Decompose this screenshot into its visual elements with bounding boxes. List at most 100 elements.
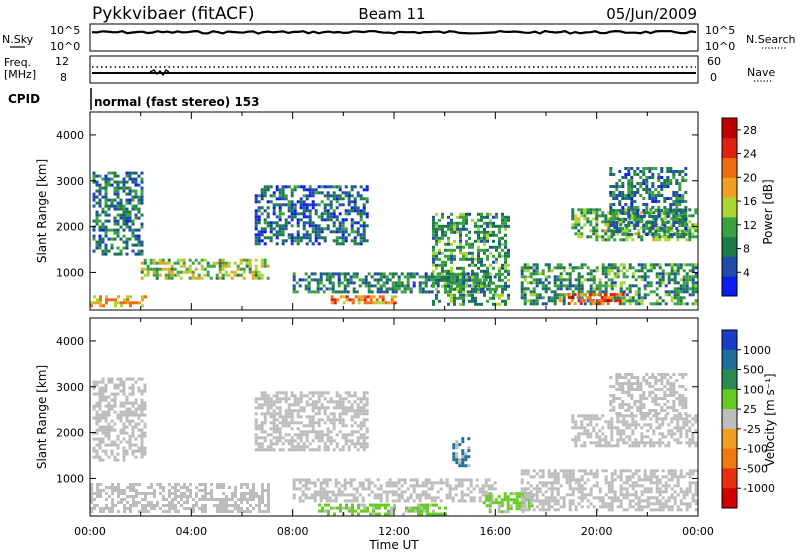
scatter-cell <box>451 499 455 503</box>
scatter-cell <box>454 484 458 488</box>
scatter-cell <box>529 493 533 497</box>
scatter-cell <box>512 498 516 502</box>
scatter-cell <box>455 455 459 459</box>
scatter-cell <box>640 505 644 509</box>
scatter-cell <box>302 224 306 228</box>
scatter-cell <box>478 499 482 503</box>
scatter-cell <box>305 424 309 428</box>
scatter-cell <box>135 501 138 504</box>
scatter-cell <box>128 437 132 441</box>
scatter-cell <box>461 440 465 444</box>
scatter-cell <box>571 211 575 215</box>
scatter-cell <box>269 221 273 225</box>
scatter-cell <box>562 472 566 476</box>
scatter-cell <box>269 442 273 446</box>
scatter-cell <box>595 481 599 485</box>
scatter-cell <box>272 206 276 210</box>
scatter-cell <box>323 209 327 213</box>
scatter-cell <box>652 302 656 306</box>
scatter-cell <box>267 492 270 495</box>
scatter-cell <box>604 420 608 424</box>
scatter-cell <box>284 203 288 207</box>
scatter-cell <box>619 290 623 294</box>
scatter-cell <box>577 299 581 303</box>
scatter-cell <box>664 484 668 488</box>
scatter-cell <box>140 443 144 447</box>
scatter-cell <box>116 446 120 450</box>
scatter-cell <box>619 287 623 291</box>
scatter-cell <box>391 281 395 285</box>
scatter-cell <box>185 270 189 274</box>
scatter-cell <box>137 416 141 420</box>
scatter-cell <box>628 423 632 427</box>
scatter-cell <box>134 216 138 220</box>
scatter-cell <box>359 409 363 413</box>
scatter-cell <box>651 191 655 194</box>
scatter-cell <box>134 243 138 247</box>
scatter-cell <box>474 230 477 234</box>
scatter-cell <box>307 290 311 294</box>
scatter-cell <box>301 478 305 482</box>
scatter-cell <box>397 481 401 485</box>
freq-label-line1: Freq. <box>4 56 31 69</box>
scatter-cell <box>338 227 342 231</box>
scatter-cell <box>143 261 147 265</box>
scatter-cell <box>296 242 300 246</box>
scatter-cell <box>547 502 551 506</box>
scatter-cell <box>484 481 488 485</box>
scatter-cell <box>104 201 108 205</box>
scatter-cell <box>615 212 619 215</box>
scatter-cell <box>583 432 587 436</box>
scatter-cell <box>333 512 336 516</box>
scatter-cell <box>155 261 159 265</box>
scatter-cell <box>335 185 339 189</box>
scatter-cell <box>520 469 524 473</box>
scatter-cell <box>595 423 599 427</box>
scatter-cell <box>338 421 342 425</box>
scatter-cell <box>293 400 297 404</box>
scatter-cell <box>293 185 297 189</box>
scatter-cell <box>607 220 611 224</box>
scatter-cell <box>601 444 605 448</box>
scatter-cell <box>604 438 608 442</box>
scatter-cell <box>675 182 679 185</box>
scatter-cell <box>471 269 474 273</box>
scatter-cell <box>447 221 450 225</box>
scatter-cell <box>660 167 664 170</box>
scatter-cell <box>523 278 527 282</box>
scatter-cell <box>684 218 688 221</box>
scatter-cell <box>299 433 303 437</box>
scatter-cell <box>530 504 534 508</box>
scatter-cell <box>317 394 321 398</box>
scatter-cell <box>490 484 494 488</box>
scatter-cell <box>646 505 650 509</box>
scatter-cell <box>129 301 132 305</box>
scatter-cell <box>483 221 486 225</box>
scatter-cell <box>92 386 96 390</box>
scatter-cell <box>682 302 686 306</box>
scatter-cell <box>222 507 225 510</box>
scatter-cell <box>556 284 560 288</box>
scatter-cell <box>405 506 408 510</box>
scatter-cell <box>541 502 545 506</box>
scatter-cell <box>92 180 96 184</box>
scatter-cell <box>432 281 435 285</box>
scatter-cell <box>676 232 680 236</box>
scatter-cell <box>299 206 303 210</box>
scatter-cell <box>498 284 501 288</box>
scatter-cell <box>459 275 462 279</box>
scatter-cell <box>621 194 625 197</box>
scatter-cell <box>441 269 444 273</box>
scatter-cell <box>438 239 441 243</box>
scatter-cell <box>544 502 548 506</box>
scatter-cell <box>403 490 407 494</box>
scatter-cell <box>655 299 659 303</box>
scatter-cell <box>263 194 267 198</box>
scatter-cell <box>122 246 126 250</box>
scatter-cell <box>325 481 329 485</box>
scatter-cell <box>592 226 596 230</box>
scatter-cell <box>654 221 658 224</box>
scatter-cell <box>90 486 93 489</box>
scatter-cell <box>501 224 504 228</box>
